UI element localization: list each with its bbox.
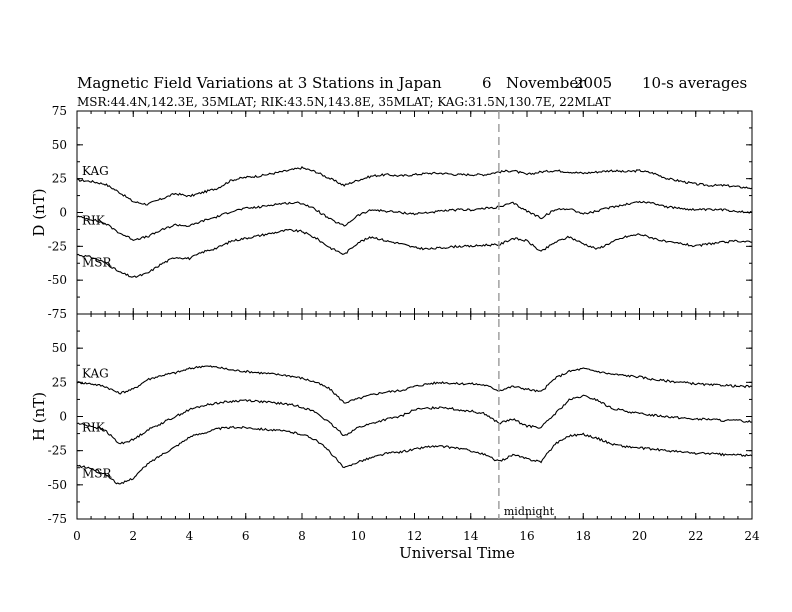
station-label-rik: RIK bbox=[82, 214, 106, 228]
x-tick-label: 12 bbox=[407, 529, 422, 543]
averaging-label: 10-s averages bbox=[642, 74, 747, 92]
y-tick-label: -25 bbox=[48, 444, 67, 458]
date-day: 6 bbox=[482, 74, 492, 92]
y-tick-label: -25 bbox=[48, 239, 67, 253]
y-tick-label: 75 bbox=[52, 104, 67, 118]
x-tick-label: 18 bbox=[576, 529, 591, 543]
plot-frame bbox=[76, 110, 753, 315]
station-label-rik: RIK bbox=[82, 420, 106, 434]
y-tick-label: 0 bbox=[59, 410, 67, 424]
x-tick-label: 22 bbox=[688, 529, 703, 543]
series-line-msr bbox=[76, 425, 753, 485]
x-tick-label: 20 bbox=[632, 529, 647, 543]
y-tick-label: -50 bbox=[48, 478, 67, 492]
series-line-kag bbox=[77, 166, 753, 206]
y-tick-label: 25 bbox=[52, 375, 67, 389]
series-line-msr bbox=[76, 228, 753, 278]
chart-title: Magnetic Field Variations at 3 Stations … bbox=[77, 74, 442, 92]
y-axis-title: D (nT) bbox=[30, 188, 48, 236]
x-tick-label: 24 bbox=[744, 529, 760, 543]
y-tick-label: 50 bbox=[52, 341, 67, 355]
x-tick-label: 6 bbox=[242, 529, 250, 543]
x-tick-label: 0 bbox=[73, 529, 81, 543]
station-coordinates: MSR:44.4N,142.3E, 35MLAT; RIK:43.5N,143.… bbox=[77, 95, 611, 109]
y-tick-label: -50 bbox=[48, 273, 67, 287]
x-tick-label: 10 bbox=[351, 529, 366, 543]
declination-panel: 75 50 25 0 -25 -50 -75 D (nT) KAG RIK MSR bbox=[30, 104, 753, 321]
x-tick-label: 16 bbox=[519, 529, 534, 543]
station-label-msr: MSR bbox=[82, 255, 113, 269]
x-tick-label: 4 bbox=[186, 529, 194, 543]
y-tick-label: 25 bbox=[52, 172, 67, 186]
series-line-kag bbox=[76, 365, 753, 404]
x-axis-title: Universal Time bbox=[399, 544, 515, 562]
x-tick-label: 8 bbox=[298, 529, 306, 543]
y-tick-label: -75 bbox=[48, 307, 67, 321]
station-label-kag: KAG bbox=[82, 366, 109, 380]
y-tick-label: -75 bbox=[48, 512, 67, 526]
station-label-kag: KAG bbox=[82, 164, 109, 178]
series-line-rik bbox=[76, 200, 753, 242]
date-year: 2005 bbox=[574, 74, 612, 92]
series-line-rik bbox=[76, 394, 753, 445]
midnight-label: midnight bbox=[504, 505, 555, 518]
station-label-msr: MSR bbox=[82, 467, 113, 481]
date-month: November bbox=[506, 74, 586, 92]
y-tick-label: 50 bbox=[52, 138, 67, 152]
x-tick-label: 2 bbox=[129, 529, 137, 543]
x-tick-label: 14 bbox=[463, 529, 479, 543]
y-axis-title: H (nT) bbox=[30, 392, 48, 441]
y-tick-label: 0 bbox=[59, 206, 67, 220]
